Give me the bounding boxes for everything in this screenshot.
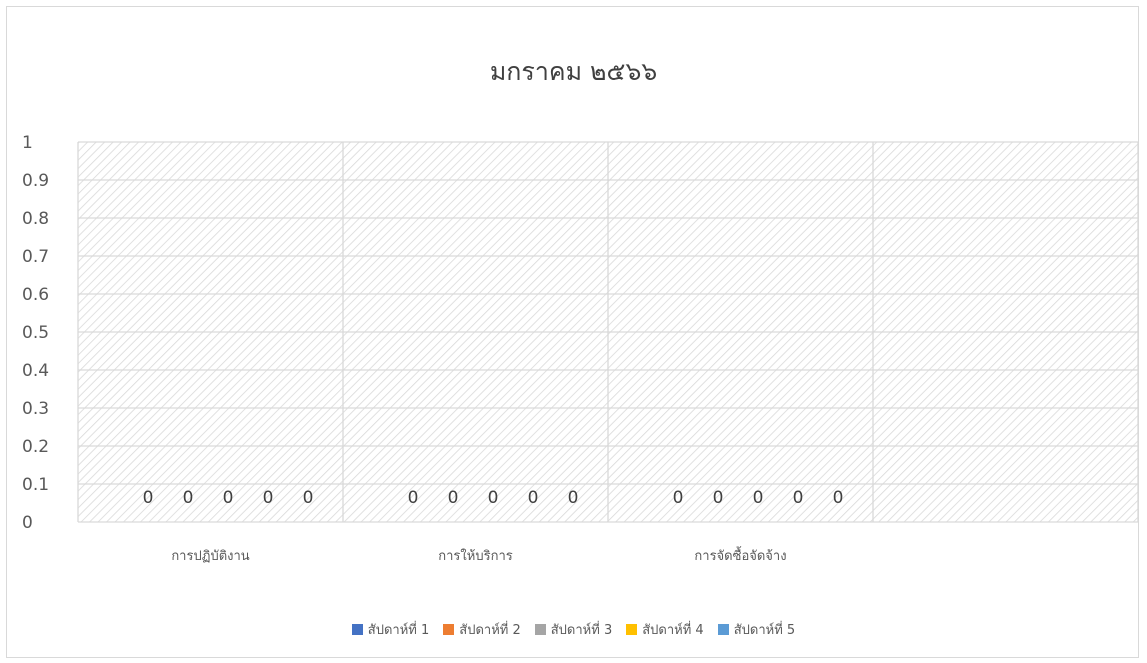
y-tick-label: 1 xyxy=(22,133,33,153)
legend-swatch xyxy=(443,623,455,635)
y-tick-label: 0.2 xyxy=(22,437,49,457)
chart-legend: สัปดาห์ที่ 1 สัปดาห์ที่ 2 สัปดาห์ที่ 3 สัปด… xyxy=(0,619,1147,639)
x-tick-label: การให้บริการ xyxy=(438,548,512,564)
y-tick-label: 0.5 xyxy=(22,323,49,343)
legend-label: สัปดาห์ที่ 2 xyxy=(459,622,521,638)
legend-label: สัปดาห์ที่ 3 xyxy=(550,622,613,638)
data-label: 0 xyxy=(263,488,274,508)
chart-title: มกราคม ๒๕๖๖ xyxy=(489,57,658,86)
y-tick-label: 0.9 xyxy=(22,171,49,191)
x-tick-label: การปฏิบัติงาน xyxy=(171,549,249,564)
data-label: 0 xyxy=(528,488,539,508)
legend-swatch xyxy=(351,623,363,635)
y-tick-label: 0.1 xyxy=(22,475,49,495)
legend-label: สัปดาห์ที่ 5 xyxy=(733,622,796,638)
legend-label: สัปดาห์ที่ 4 xyxy=(642,622,704,638)
legend-item: สัปดาห์ที่ 1 xyxy=(351,619,430,640)
y-tick-label: 0 xyxy=(22,513,33,533)
data-label: 0 xyxy=(303,488,314,508)
data-label: 0 xyxy=(753,488,764,508)
legend-item: สัปดาห์ที่ 3 xyxy=(534,619,613,640)
data-label: 0 xyxy=(713,488,724,508)
y-tick-label: 0.8 xyxy=(22,209,49,229)
data-label: 0 xyxy=(143,488,154,508)
data-label: 0 xyxy=(223,488,234,508)
data-label: 0 xyxy=(673,488,684,508)
data-label: 0 xyxy=(568,488,579,508)
y-tick-label: 0.4 xyxy=(22,361,49,381)
y-tick-label: 0.6 xyxy=(22,285,49,305)
x-tick-label: การจัดซื้อจัดจ้าง xyxy=(694,546,786,564)
y-tick-label: 0.3 xyxy=(22,399,49,419)
legend-item: สัปดาห์ที่ 2 xyxy=(443,619,521,640)
legend-swatch xyxy=(626,623,638,635)
legend-item: สัปดาห์ที่ 5 xyxy=(717,619,796,640)
data-label: 0 xyxy=(448,488,459,508)
data-label: 0 xyxy=(833,488,844,508)
data-label: 0 xyxy=(488,488,499,508)
legend-swatch xyxy=(534,623,546,635)
data-label: 0 xyxy=(183,488,194,508)
data-label: 0 xyxy=(408,488,419,508)
legend-swatch xyxy=(717,623,729,635)
legend-item: สัปดาห์ที่ 4 xyxy=(626,619,704,640)
y-tick-label: 0.7 xyxy=(22,247,49,267)
data-label: 0 xyxy=(793,488,804,508)
legend-label: สัปดาห์ที่ 1 xyxy=(367,622,430,638)
